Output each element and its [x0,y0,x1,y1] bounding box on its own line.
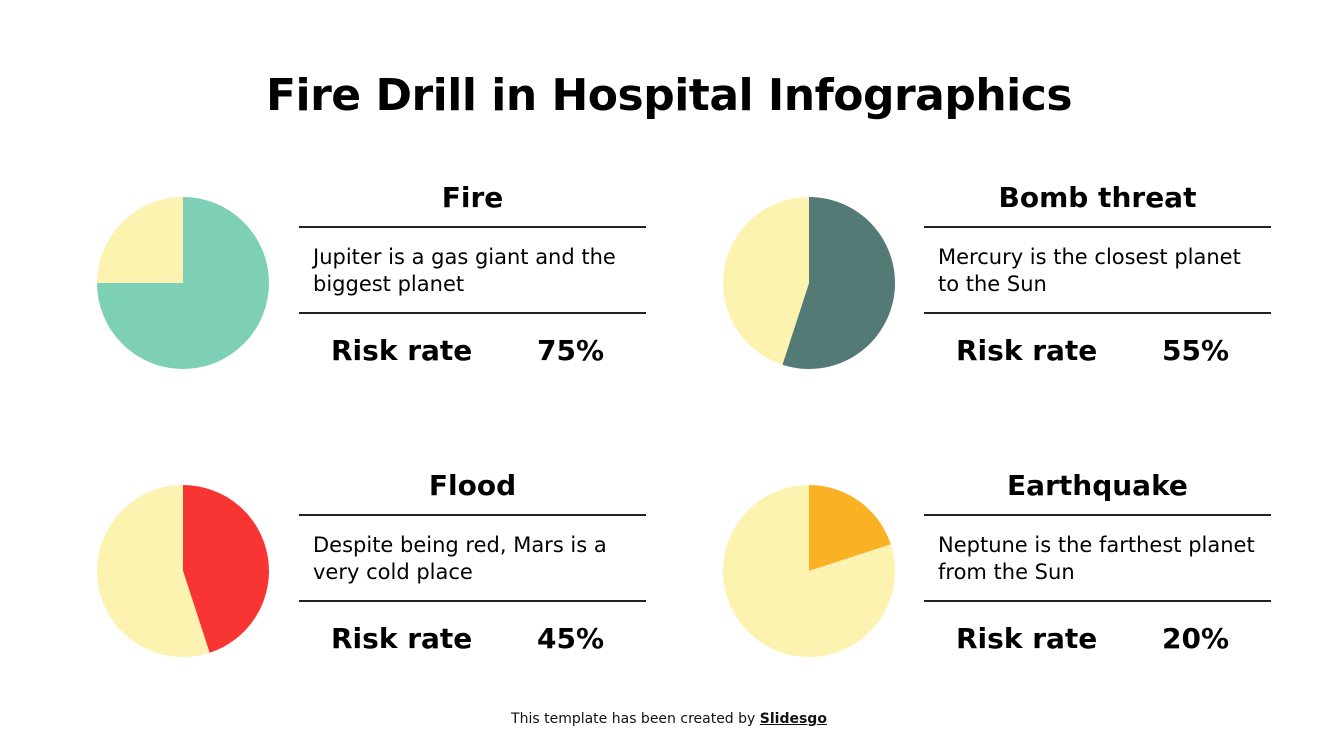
card-description: Jupiter is a gas giant and the biggest p… [299,228,646,314]
risk-label: Risk rate [956,334,1098,367]
risk-value: 75% [537,334,605,367]
card-fire: Fire Jupiter is a gas giant and the bigg… [299,170,646,390]
pie-slice-0 [183,485,270,653]
pie-chart-bomb-threat [722,197,895,369]
risk-value: 20% [1162,622,1230,655]
risk-value: 45% [537,622,605,655]
credit-footer: This template has been created by Slides… [0,711,1338,727]
risk-row: Risk rate 55% [924,314,1271,390]
card-title: Flood [299,458,646,516]
card-title: Fire [299,170,646,228]
risk-row: Risk rate 75% [299,314,646,390]
pie-slice-1 [97,197,183,283]
card-description: Despite being red, Mars is a very cold p… [299,516,646,602]
credit-link[interactable]: Slidesgo [759,711,827,727]
risk-label: Risk rate [956,622,1098,655]
card-description: Mercury is the closest planet to the Sun [924,228,1271,314]
risk-value: 55% [1162,334,1230,367]
pie-slice-0 [809,485,891,571]
card-title: Bomb threat [924,170,1271,228]
card-description: Neptune is the farthest planet from the … [924,516,1271,602]
pie-slice-1 [97,485,210,657]
risk-row: Risk rate 20% [924,602,1271,678]
card-earthquake: Earthquake Neptune is the farthest plane… [924,458,1271,678]
pie-chart-earthquake [723,485,896,657]
card-bomb-threat: Bomb threat Mercury is the closest plane… [924,170,1271,390]
pie-slice-1 [723,485,896,657]
risk-label: Risk rate [331,334,473,367]
card-title: Earthquake [924,458,1271,516]
risk-row: Risk rate 45% [299,602,646,678]
page-title: Fire Drill in Hospital Infographics [265,70,1073,121]
pie-slice-0 [782,197,895,369]
pie-chart-flood [97,485,270,657]
pie-slice-1 [722,197,809,365]
card-flood: Flood Despite being red, Mars is a very … [299,458,646,678]
risk-label: Risk rate [331,622,473,655]
pie-chart-fire [97,197,269,369]
credit-text: This template has been created by [511,711,760,727]
